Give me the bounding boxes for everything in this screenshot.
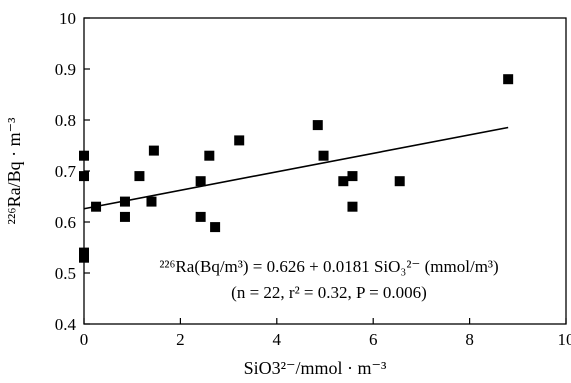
data-point bbox=[148, 145, 159, 156]
x-axis: 0 2 4 6 8 10 bbox=[80, 318, 571, 349]
y-axis-title: ²²⁶Ra/Bq · m⁻³ bbox=[4, 117, 24, 225]
data-points bbox=[79, 74, 514, 263]
data-point bbox=[204, 150, 215, 161]
trendline-group bbox=[83, 126, 509, 210]
y-tick-label: 0.9 bbox=[55, 60, 76, 79]
plot-frame bbox=[83, 17, 567, 325]
data-point bbox=[119, 211, 130, 222]
data-point bbox=[338, 176, 349, 187]
y-tick-label: 0.4 bbox=[55, 315, 77, 334]
data-point bbox=[318, 150, 329, 161]
regression-equation: ²²⁶Ra(Bq/m³) = 0.626 + 0.0181 SiO₃²⁻ (mm… bbox=[159, 257, 498, 276]
regression-line bbox=[83, 126, 509, 210]
data-point bbox=[503, 74, 514, 85]
x-tick-label: 2 bbox=[176, 330, 185, 349]
data-point bbox=[234, 135, 245, 146]
data-point bbox=[394, 176, 405, 187]
y-tick-label: 0.6 bbox=[55, 213, 76, 232]
x-tick-label: 6 bbox=[369, 330, 378, 349]
data-point bbox=[79, 247, 89, 258]
data-point bbox=[119, 196, 130, 207]
data-point bbox=[195, 211, 206, 222]
data-point bbox=[347, 201, 358, 212]
data-point bbox=[146, 196, 157, 207]
data-point bbox=[312, 120, 323, 131]
x-axis-title: SiO3²⁻/mmol · m⁻³ bbox=[244, 358, 387, 378]
y-axis: 0.4 0.5 0.6 0.7 0.8 0.9 10 bbox=[55, 9, 90, 334]
data-point bbox=[79, 150, 89, 161]
x-tick-label: 4 bbox=[273, 330, 282, 349]
y-tick-label: 0.7 bbox=[55, 162, 77, 181]
data-point bbox=[210, 222, 221, 233]
x-tick-label: 10 bbox=[558, 330, 571, 349]
data-point bbox=[91, 201, 102, 212]
y-tick-label: 10 bbox=[59, 9, 76, 28]
data-point bbox=[79, 171, 89, 182]
data-point bbox=[195, 176, 206, 187]
y-tick-label: 0.5 bbox=[55, 264, 76, 283]
data-point bbox=[347, 171, 358, 182]
x-tick-label: 0 bbox=[80, 330, 89, 349]
data-point bbox=[134, 171, 145, 182]
data-point bbox=[79, 252, 89, 263]
x-tick-label: 8 bbox=[465, 330, 474, 349]
regression-stats: (n = 22, r² = 0.32, P = 0.006) bbox=[231, 283, 427, 302]
y-tick-label: 0.8 bbox=[55, 111, 76, 130]
